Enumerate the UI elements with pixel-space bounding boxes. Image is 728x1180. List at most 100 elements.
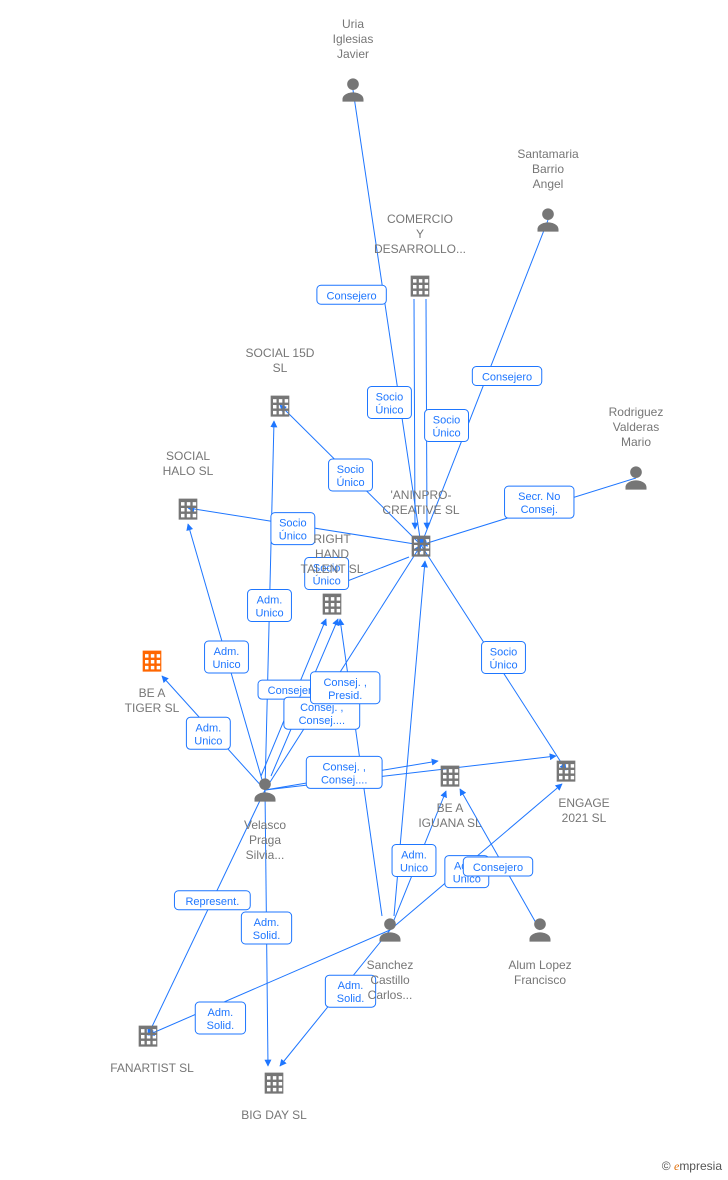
- node-label: SOCIAL: [166, 449, 210, 463]
- company-node-social15d[interactable]: SOCIAL 15DSL: [246, 346, 315, 417]
- person-node-santamaria[interactable]: SantamariaBarrioAngel: [517, 147, 579, 232]
- node-label: FANARTIST SL: [110, 1061, 194, 1075]
- footer-copy-symbol: ©: [662, 1159, 671, 1173]
- company-node-aninpro[interactable]: 'ANINPRO-CREATIVE SL: [382, 488, 459, 557]
- edge-label: Adm.Unico: [186, 717, 230, 749]
- node-label: BE A: [139, 686, 166, 700]
- svg-text:Consejero: Consejero: [473, 862, 523, 874]
- edge-label: Adm.Unico: [392, 845, 436, 877]
- edge-label: Adm.Solid.: [195, 1002, 245, 1034]
- person-icon: [380, 918, 401, 941]
- svg-text:Unico: Unico: [194, 735, 222, 747]
- node-label: RIGHT: [313, 532, 351, 546]
- edge-label: SocioÚnico: [482, 642, 526, 674]
- company-node-socialhalo[interactable]: SOCIALHALO SL: [163, 449, 214, 520]
- node-label: TALENT SL: [301, 562, 364, 576]
- person-node-alum[interactable]: Alum LopezFrancisco: [508, 918, 571, 987]
- node-label: 'ANINPRO-: [391, 488, 452, 502]
- building-icon: [557, 761, 576, 782]
- svg-text:Adm.: Adm.: [401, 850, 427, 862]
- edge-label: Consejero: [472, 367, 541, 386]
- node-label: ENGAGE: [558, 796, 609, 810]
- svg-text:Socio: Socio: [376, 392, 404, 404]
- node-label: Silvia...: [246, 848, 285, 862]
- svg-text:Único: Único: [313, 575, 341, 588]
- svg-text:Unico: Unico: [255, 608, 283, 620]
- network-graph: ConsejeroConsejeroSecr. NoConsej.SocioÚn…: [0, 0, 728, 1180]
- svg-text:Socio: Socio: [279, 518, 307, 530]
- company-node-fanartist[interactable]: FANARTIST SL: [110, 1026, 194, 1075]
- edge-label: Consejero: [317, 285, 386, 304]
- node-label: IGUANA SL: [418, 816, 482, 830]
- svg-text:Adm.: Adm.: [338, 980, 364, 992]
- node-label: DESARROLLO...: [374, 242, 466, 256]
- node-label: COMERCIO: [387, 212, 453, 226]
- svg-text:Presid.: Presid.: [328, 690, 362, 702]
- edge-label: Consej. ,Presid.: [310, 672, 379, 704]
- node-label: Javier: [337, 47, 369, 61]
- building-icon: [323, 594, 342, 615]
- svg-text:Único: Único: [336, 476, 364, 489]
- company-node-beatiger[interactable]: BE ATIGER SL: [125, 651, 180, 715]
- building-icon: [143, 651, 162, 672]
- node-label: Castillo: [370, 973, 410, 987]
- building-icon: [139, 1026, 158, 1047]
- person-node-uria[interactable]: UriaIglesiasJavier: [333, 17, 374, 102]
- person-node-sanchez[interactable]: SanchezCastilloCarlos...: [367, 918, 414, 1002]
- node-label: Iglesias: [333, 32, 374, 46]
- node-label: HALO SL: [163, 464, 214, 478]
- building-icon: [271, 396, 290, 417]
- edge-label: Consej. ,Consej....: [306, 756, 382, 788]
- edge-label: SocioÚnico: [368, 387, 412, 419]
- edge-label: Secr. NoConsej.: [505, 486, 574, 518]
- svg-text:Único: Único: [432, 427, 460, 440]
- person-icon: [343, 78, 364, 101]
- node-label: CREATIVE SL: [382, 503, 459, 517]
- svg-text:Adm.: Adm.: [196, 722, 222, 734]
- edge-label: SocioÚnico: [271, 513, 315, 545]
- building-icon: [441, 766, 460, 787]
- svg-text:Socio: Socio: [433, 415, 461, 427]
- company-node-bigday[interactable]: BIG DAY SL: [241, 1073, 307, 1122]
- node-label: BIG DAY SL: [241, 1108, 307, 1122]
- svg-text:Consejero: Consejero: [327, 290, 377, 302]
- edge-label: Adm.Unico: [248, 590, 292, 622]
- node-label: 2021 SL: [562, 811, 607, 825]
- svg-text:Único: Único: [279, 530, 307, 543]
- svg-text:Consej.: Consej.: [521, 504, 558, 516]
- svg-text:Solid.: Solid.: [207, 1020, 235, 1032]
- building-icon: [411, 276, 430, 297]
- person-icon: [626, 466, 647, 489]
- building-icon: [412, 536, 431, 557]
- edge-label: Represent.: [174, 891, 250, 910]
- company-node-engage[interactable]: ENGAGE2021 SL: [557, 761, 610, 825]
- svg-text:Adm.: Adm.: [257, 595, 283, 607]
- node-label: Velasco: [244, 818, 286, 832]
- person-icon: [538, 208, 559, 231]
- svg-text:Unico: Unico: [400, 863, 428, 875]
- node-label: TIGER SL: [125, 701, 180, 715]
- svg-text:Consej....: Consej....: [299, 715, 345, 727]
- person-node-rodriguez[interactable]: RodriguezValderasMario: [609, 405, 664, 490]
- svg-text:Adm.: Adm.: [208, 1007, 234, 1019]
- svg-text:Único: Único: [375, 404, 403, 417]
- svg-text:Unico: Unico: [212, 659, 240, 671]
- svg-text:Socio: Socio: [490, 647, 518, 659]
- svg-text:Adm.: Adm.: [214, 646, 240, 658]
- svg-text:Solid.: Solid.: [337, 993, 365, 1005]
- svg-text:Consej. ,: Consej. ,: [322, 761, 365, 773]
- node-label: Alum Lopez: [508, 958, 571, 972]
- node-label: SOCIAL 15D: [246, 346, 315, 360]
- node-label: Angel: [533, 177, 564, 191]
- company-node-beaiguana[interactable]: BE AIGUANA SL: [418, 766, 482, 830]
- node-label: Barrio: [532, 162, 564, 176]
- node-label: Valderas: [613, 420, 659, 434]
- svg-text:Consej....: Consej....: [321, 774, 367, 786]
- node-label: HAND: [315, 547, 349, 561]
- node-label: Praga: [249, 833, 281, 847]
- svg-text:Solid.: Solid.: [253, 930, 281, 942]
- edge-label: Adm.Unico: [205, 641, 249, 673]
- company-node-comercio[interactable]: COMERCIOYDESARROLLO...: [374, 212, 466, 297]
- svg-text:Represent.: Represent.: [185, 896, 239, 908]
- edge-label: SocioÚnico: [425, 410, 469, 442]
